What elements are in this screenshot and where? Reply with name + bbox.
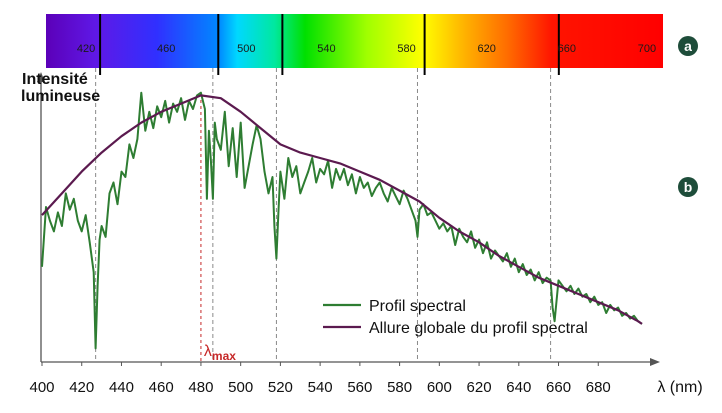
- x-tick-label: 440: [109, 379, 134, 396]
- x-tick-label: 420: [69, 379, 94, 396]
- x-tick-label: 640: [506, 379, 531, 396]
- x-tick-label: 660: [546, 379, 571, 396]
- x-tick-label: 600: [427, 379, 452, 396]
- spectrum-tick-label: 460: [157, 43, 175, 55]
- x-axis-label: λ (nm): [657, 379, 702, 396]
- legend-label-profil: Profil spectral: [369, 298, 466, 315]
- spectrum-tick-labels: 420 460 500 540 580 620 660 700: [77, 43, 656, 55]
- panel-b-badge: b: [678, 177, 698, 197]
- x-tick-label: 680: [586, 379, 611, 396]
- y-axis-label-line1: Intensité: [22, 71, 88, 88]
- legend: Profil spectral Allure globale du profil…: [323, 298, 588, 337]
- panel-a-badge: a: [678, 36, 698, 56]
- spectrum-gradient: [46, 14, 663, 68]
- x-tick-label: 400: [29, 379, 54, 396]
- y-axis-arrow-icon: [37, 72, 45, 82]
- x-tick-label: 540: [308, 379, 333, 396]
- spectrum-tick-label: 580: [397, 43, 415, 55]
- panel-b-label: b: [684, 179, 693, 195]
- spectrum-tick-label: 500: [237, 43, 255, 55]
- spectrum-bar: 420 460 500 540 580 620 660 700: [46, 14, 663, 75]
- y-axis-label-line2: lumineuse: [21, 88, 100, 105]
- spectrum-tick-label: 420: [77, 43, 95, 55]
- x-tick-label: 580: [387, 379, 412, 396]
- spectrum-tick-label: 620: [478, 43, 496, 55]
- legend-label-allure: Allure globale du profil spectral: [369, 320, 588, 337]
- spectrum-absorption-lines: [99, 14, 560, 75]
- series-profil-spectral: [41, 91, 643, 350]
- x-tick-label: 460: [149, 379, 174, 396]
- axes: [37, 72, 660, 366]
- x-axis-arrow-icon: [650, 358, 660, 366]
- lambda-max-subscript: max: [212, 349, 236, 363]
- lambda-max-label: λmax: [204, 343, 236, 363]
- x-tick-label: 500: [228, 379, 253, 396]
- x-tick-label: 620: [467, 379, 492, 396]
- guide-lines: [95, 68, 552, 362]
- x-tick-labels: 400 420 440 460 480 500 520 540 560 580 600 620 640 6…: [29, 362, 611, 396]
- spectrum-tick-label: 540: [317, 43, 335, 55]
- x-tick-label: 520: [268, 379, 293, 396]
- lambda-max-symbol: λ: [204, 343, 212, 360]
- x-tick-label: 480: [188, 379, 213, 396]
- series-allure-globale: [41, 94, 643, 325]
- panel-a-label: a: [684, 38, 692, 54]
- spectrum-tick-label: 660: [558, 43, 576, 55]
- spectrum-tick-label: 700: [638, 43, 656, 55]
- x-tick-label: 560: [347, 379, 372, 396]
